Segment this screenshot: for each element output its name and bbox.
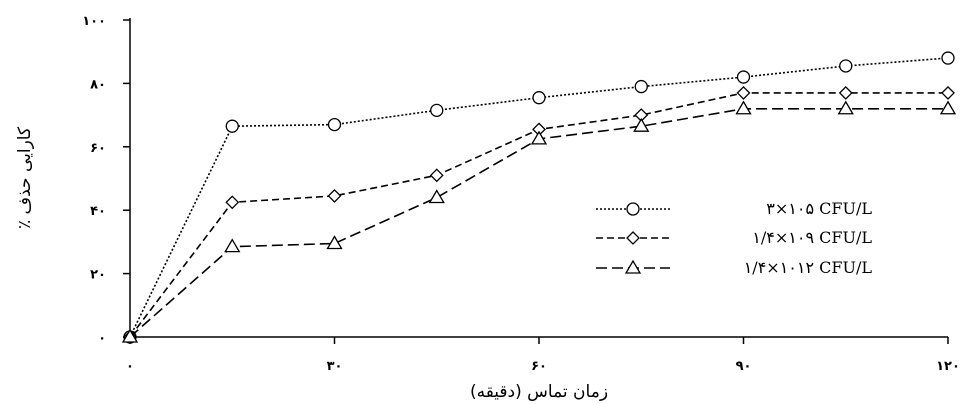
data-point-diamond	[327, 189, 342, 203]
data-point-triangle	[735, 100, 752, 115]
data-point-circle	[634, 79, 648, 94]
legend-item: ۱/۴×۱۰۹ CFU/L	[596, 228, 872, 247]
series-line	[129, 57, 949, 338]
data-point-triangle	[939, 100, 957, 115]
axes	[129, 18, 948, 338]
x-tick-label: ۶۰	[531, 359, 547, 374]
data-point-circle	[941, 51, 955, 65]
data-point-triangle	[530, 130, 548, 145]
x-tick-label: ۰	[126, 359, 134, 374]
data-point-triangle	[428, 189, 445, 204]
series-layer	[121, 51, 957, 344]
series-3	[121, 100, 957, 343]
data-point-circle	[532, 91, 546, 105]
data-point-circle	[327, 117, 342, 132]
legend-label: ۳×۱۰۵ CFU/L	[766, 199, 872, 218]
legend-marker-diamond	[626, 231, 640, 245]
x-tick-label: ۱۲۰	[936, 359, 960, 374]
y-axis-title: کارایی حذف ٪	[15, 126, 35, 229]
data-point-circle	[225, 119, 239, 133]
data-point-triangle	[224, 238, 241, 253]
legend-marker-circle	[626, 202, 640, 216]
y-tick-label: ۶۰	[90, 141, 106, 156]
data-point-triangle	[121, 328, 139, 343]
legend-item: ۱/۴×۱۰۱۲ CFU/L	[596, 258, 872, 277]
legend-marker-triangle	[624, 259, 642, 274]
data-point-diamond	[225, 195, 240, 210]
data-point-diamond	[941, 85, 955, 100]
data-point-triangle	[633, 117, 650, 132]
y-tick-label: ۴۰	[90, 204, 106, 219]
y-tick-label: ۸۰	[90, 77, 106, 92]
x-tick-label: ۹۰	[736, 359, 752, 374]
data-point-diamond	[838, 85, 853, 100]
x-axis-title: زمان تماس (دقیقه)	[470, 382, 608, 402]
legend-label: ۱/۴×۱۰۱۲ CFU/L	[744, 258, 873, 277]
series-2	[123, 85, 955, 344]
data-point-circle	[430, 103, 444, 117]
ticks: ۰ ۳۰ ۶۰ ۹۰ ۱۲۰ ۰ ۲۰ ۴۰ ۶۰ ۸۰ ۱۰۰	[82, 14, 960, 374]
data-point-diamond	[736, 85, 751, 100]
series-1	[123, 51, 955, 344]
legend-item: ۳×۱۰۵ CFU/L	[596, 199, 872, 218]
data-point-triangle	[837, 100, 854, 115]
y-tick-label: ۰	[98, 331, 106, 346]
y-tick-label: ۱۰۰	[82, 14, 106, 29]
x-tick-label: ۳۰	[327, 359, 343, 374]
y-tick-label: ۲۰	[90, 268, 106, 283]
legend: ۳×۱۰۵ CFU/L ۱/۴×۱۰۹ CFU/L ۱/۴×۱۰۱۲ CFU/L	[596, 199, 872, 277]
legend-label: ۱/۴×۱۰۹ CFU/L	[752, 228, 872, 247]
data-point-diamond	[429, 168, 444, 183]
data-point-triangle	[326, 235, 343, 250]
data-point-circle	[839, 59, 853, 73]
data-point-circle	[736, 70, 751, 84]
